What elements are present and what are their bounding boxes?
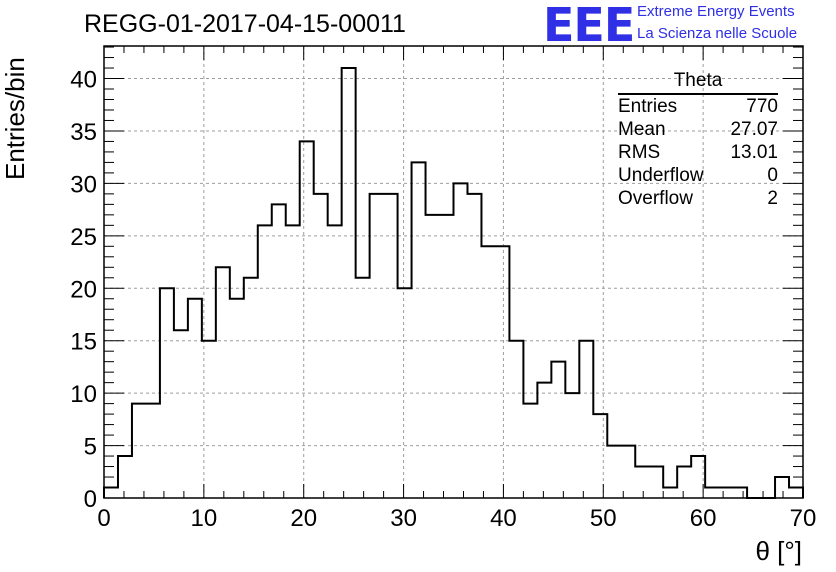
logo-caption-line-2: La Scienza nelle Scuole bbox=[637, 25, 798, 42]
y-axis-label: Entries/bin bbox=[0, 57, 30, 180]
plot-frame bbox=[103, 45, 804, 499]
stats-row-mean: Mean 27.07 bbox=[610, 118, 778, 141]
y-tick-label: 30 bbox=[70, 171, 97, 198]
stats-row-entries: Entries 770 bbox=[610, 95, 778, 118]
x-tick-label: 30 bbox=[390, 505, 417, 532]
y-tick-label: 5 bbox=[84, 434, 97, 461]
histogram-outline bbox=[103, 67, 804, 499]
stats-label: Underflow bbox=[618, 165, 704, 186]
x-tick-label: 70 bbox=[790, 505, 817, 532]
x-tick-label: 40 bbox=[490, 505, 517, 532]
chart-title: REGG-01-2017-04-15-00011 bbox=[84, 10, 406, 38]
stats-row-underflow: Underflow 0 bbox=[610, 164, 778, 187]
stats-value: 770 bbox=[746, 96, 778, 117]
y-tick-label: 20 bbox=[70, 276, 97, 303]
y-tick-label: 10 bbox=[70, 381, 97, 408]
y-tick-label: 35 bbox=[70, 119, 97, 146]
y-tick-label: 25 bbox=[70, 224, 97, 251]
x-axis-label: θ [°] bbox=[755, 536, 802, 566]
stats-value: 13.01 bbox=[730, 142, 778, 163]
stats-label: Overflow bbox=[618, 188, 693, 209]
stats-value: 2 bbox=[767, 188, 778, 209]
x-tick-label: 0 bbox=[97, 505, 110, 532]
logo-caption-line-1: Extreme Energy Events bbox=[637, 3, 795, 20]
stats-row-overflow: Overflow 2 bbox=[610, 187, 778, 210]
y-tick-label: 0 bbox=[84, 486, 97, 513]
stats-box: Theta Entries 770 Mean 27.07 RMS 13.01 U… bbox=[610, 70, 778, 210]
stats-title: Theta bbox=[618, 70, 778, 95]
stats-label: Entries bbox=[618, 96, 678, 117]
y-tick-label: 40 bbox=[70, 67, 97, 94]
stats-label: RMS bbox=[618, 142, 661, 163]
eee-logo: EEE bbox=[543, 0, 635, 52]
stats-label: Mean bbox=[618, 119, 666, 140]
stats-row-rms: RMS 13.01 bbox=[610, 141, 778, 164]
x-tick-label: 60 bbox=[690, 505, 717, 532]
stats-value: 0 bbox=[767, 165, 778, 186]
stats-value: 27.07 bbox=[730, 119, 778, 140]
y-tick-label: 15 bbox=[70, 329, 97, 356]
x-tick-label: 20 bbox=[290, 505, 317, 532]
x-tick-label: 10 bbox=[191, 505, 218, 532]
x-tick-label: 50 bbox=[590, 505, 617, 532]
